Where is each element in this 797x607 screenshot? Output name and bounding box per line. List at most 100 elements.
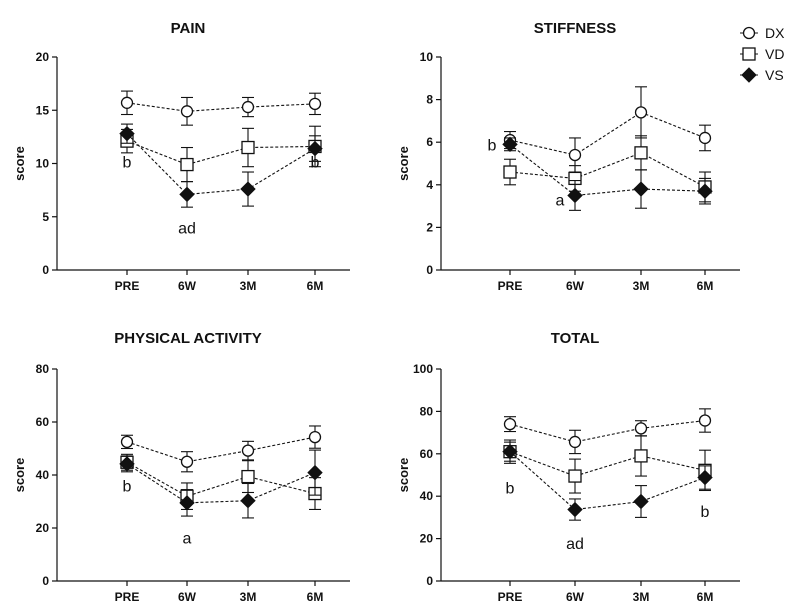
data-point-dx (568, 435, 582, 449)
x-tick-label: 6M (307, 279, 324, 293)
y-tick-label: 20 (36, 521, 50, 535)
series-line-vs (126, 463, 316, 504)
legend: DX VD VS (740, 25, 785, 83)
data-point-vs (307, 140, 323, 157)
x-tick-label: 6W (178, 590, 197, 604)
series-line-vs (509, 143, 706, 197)
y-axis-label: score (12, 458, 27, 493)
data-point-dx (120, 96, 134, 109)
data-point-vs (240, 492, 256, 509)
series-line-dx (509, 419, 706, 443)
data-point-dx (308, 430, 322, 444)
data-point-dx (634, 106, 648, 119)
data-point-vs (119, 456, 135, 472)
data-point-vd (503, 165, 517, 179)
panel-stiffness: STIFFNESS score 0 2 4 6 8 10 PRE 6W 3M 6M b a (396, 20, 740, 293)
panel-physical-activity: PHYSICAL ACTIVITY score 0 20 40 60 80 PRE 6W 3M 6M… (12, 330, 350, 604)
y-tick-label: 100 (413, 362, 433, 376)
data-point-vd (634, 146, 648, 160)
y-tick-label: 40 (420, 489, 434, 503)
y-axis-label: score (396, 458, 411, 493)
data-point-vs (502, 443, 518, 460)
series-line-vd (126, 461, 316, 497)
significance-annotation: a (183, 530, 192, 547)
y-tick-label: 5 (42, 210, 49, 224)
data-point-vs (307, 464, 323, 481)
series-dx (503, 86, 712, 173)
data-point-dx (634, 422, 648, 435)
series-line-dx (126, 436, 316, 463)
x-tick-label: 6W (566, 590, 585, 604)
data-point-vs (240, 181, 256, 197)
significance-annotation: b (506, 481, 515, 498)
legend-marker (742, 26, 756, 40)
significance-annotation: b (488, 137, 497, 154)
data-point-vs (119, 125, 135, 142)
panel-pain: PAIN score 0 5 10 15 20 PRE 6W 3M 6M b ad b (12, 20, 350, 293)
y-tick-label: 60 (36, 415, 50, 429)
series-line-dx (126, 102, 316, 112)
chart-title: TOTAL (551, 330, 600, 347)
data-point-dx (568, 148, 582, 162)
x-tick-label: PRE (498, 279, 523, 293)
y-tick-label: 8 (426, 93, 433, 107)
data-point-vs (697, 183, 713, 199)
data-point-dx (503, 417, 517, 431)
y-tick-label: 80 (36, 362, 50, 376)
data-point-dx (241, 100, 255, 114)
series-vd (120, 125, 322, 183)
legend-item-dx: DX (740, 25, 785, 41)
y-tick-label: 20 (420, 532, 434, 546)
significance-annotation: ad (566, 536, 584, 553)
series-vs (502, 136, 713, 211)
legend-label: VS (765, 67, 784, 83)
data-point-dx (308, 97, 322, 111)
legend-item-vd: VD (740, 46, 784, 62)
y-tick-label: 4 (426, 178, 433, 192)
y-tick-label: 20 (36, 50, 50, 64)
significance-annotation: b (123, 479, 132, 496)
x-tick-label: 6M (697, 590, 714, 604)
legend-item-vs: VS (740, 67, 784, 83)
significance-annotation: b (123, 154, 132, 171)
data-point-vs (179, 495, 195, 511)
chart-title: PHYSICAL ACTIVITY (114, 330, 262, 347)
significance-annotation: b (311, 154, 320, 171)
x-tick-label: 6W (178, 279, 197, 293)
data-point-vd (634, 449, 648, 463)
y-axis-label: score (396, 146, 411, 181)
data-point-dx (241, 444, 255, 457)
data-point-vs (567, 501, 583, 518)
data-point-dx (120, 435, 134, 449)
data-point-vs (567, 187, 583, 204)
data-point-vs (633, 493, 649, 510)
data-point-vd (568, 469, 582, 483)
x-tick-label: 3M (633, 590, 650, 604)
y-tick-label: 0 (426, 574, 433, 588)
data-point-vd (241, 140, 255, 155)
panel-total: TOTAL score 0 20 40 60 80 100 PRE 6W 3M 6M b ad b (396, 330, 740, 604)
series-vd (503, 435, 712, 494)
x-tick-label: PRE (498, 590, 523, 604)
data-point-vs (179, 186, 195, 203)
legend-label: VD (765, 46, 784, 62)
series-line-vd (509, 152, 706, 188)
legend-label: DX (765, 25, 785, 41)
y-tick-label: 80 (420, 404, 434, 418)
y-tick-label: 10 (420, 50, 434, 64)
legend-marker (741, 67, 757, 83)
series-line-vs (509, 451, 706, 511)
series-dx (503, 408, 712, 455)
y-tick-label: 40 (36, 468, 50, 482)
y-tick-label: 15 (36, 103, 50, 117)
y-axis-label: score (12, 146, 27, 181)
series-vs (119, 449, 323, 519)
series-dx (120, 425, 322, 473)
x-tick-label: 3M (240, 279, 257, 293)
chart-title: STIFFNESS (534, 20, 617, 37)
series-line-vd (509, 451, 706, 477)
data-point-dx (180, 455, 194, 468)
data-point-vd (241, 469, 255, 484)
y-tick-label: 6 (426, 135, 433, 149)
